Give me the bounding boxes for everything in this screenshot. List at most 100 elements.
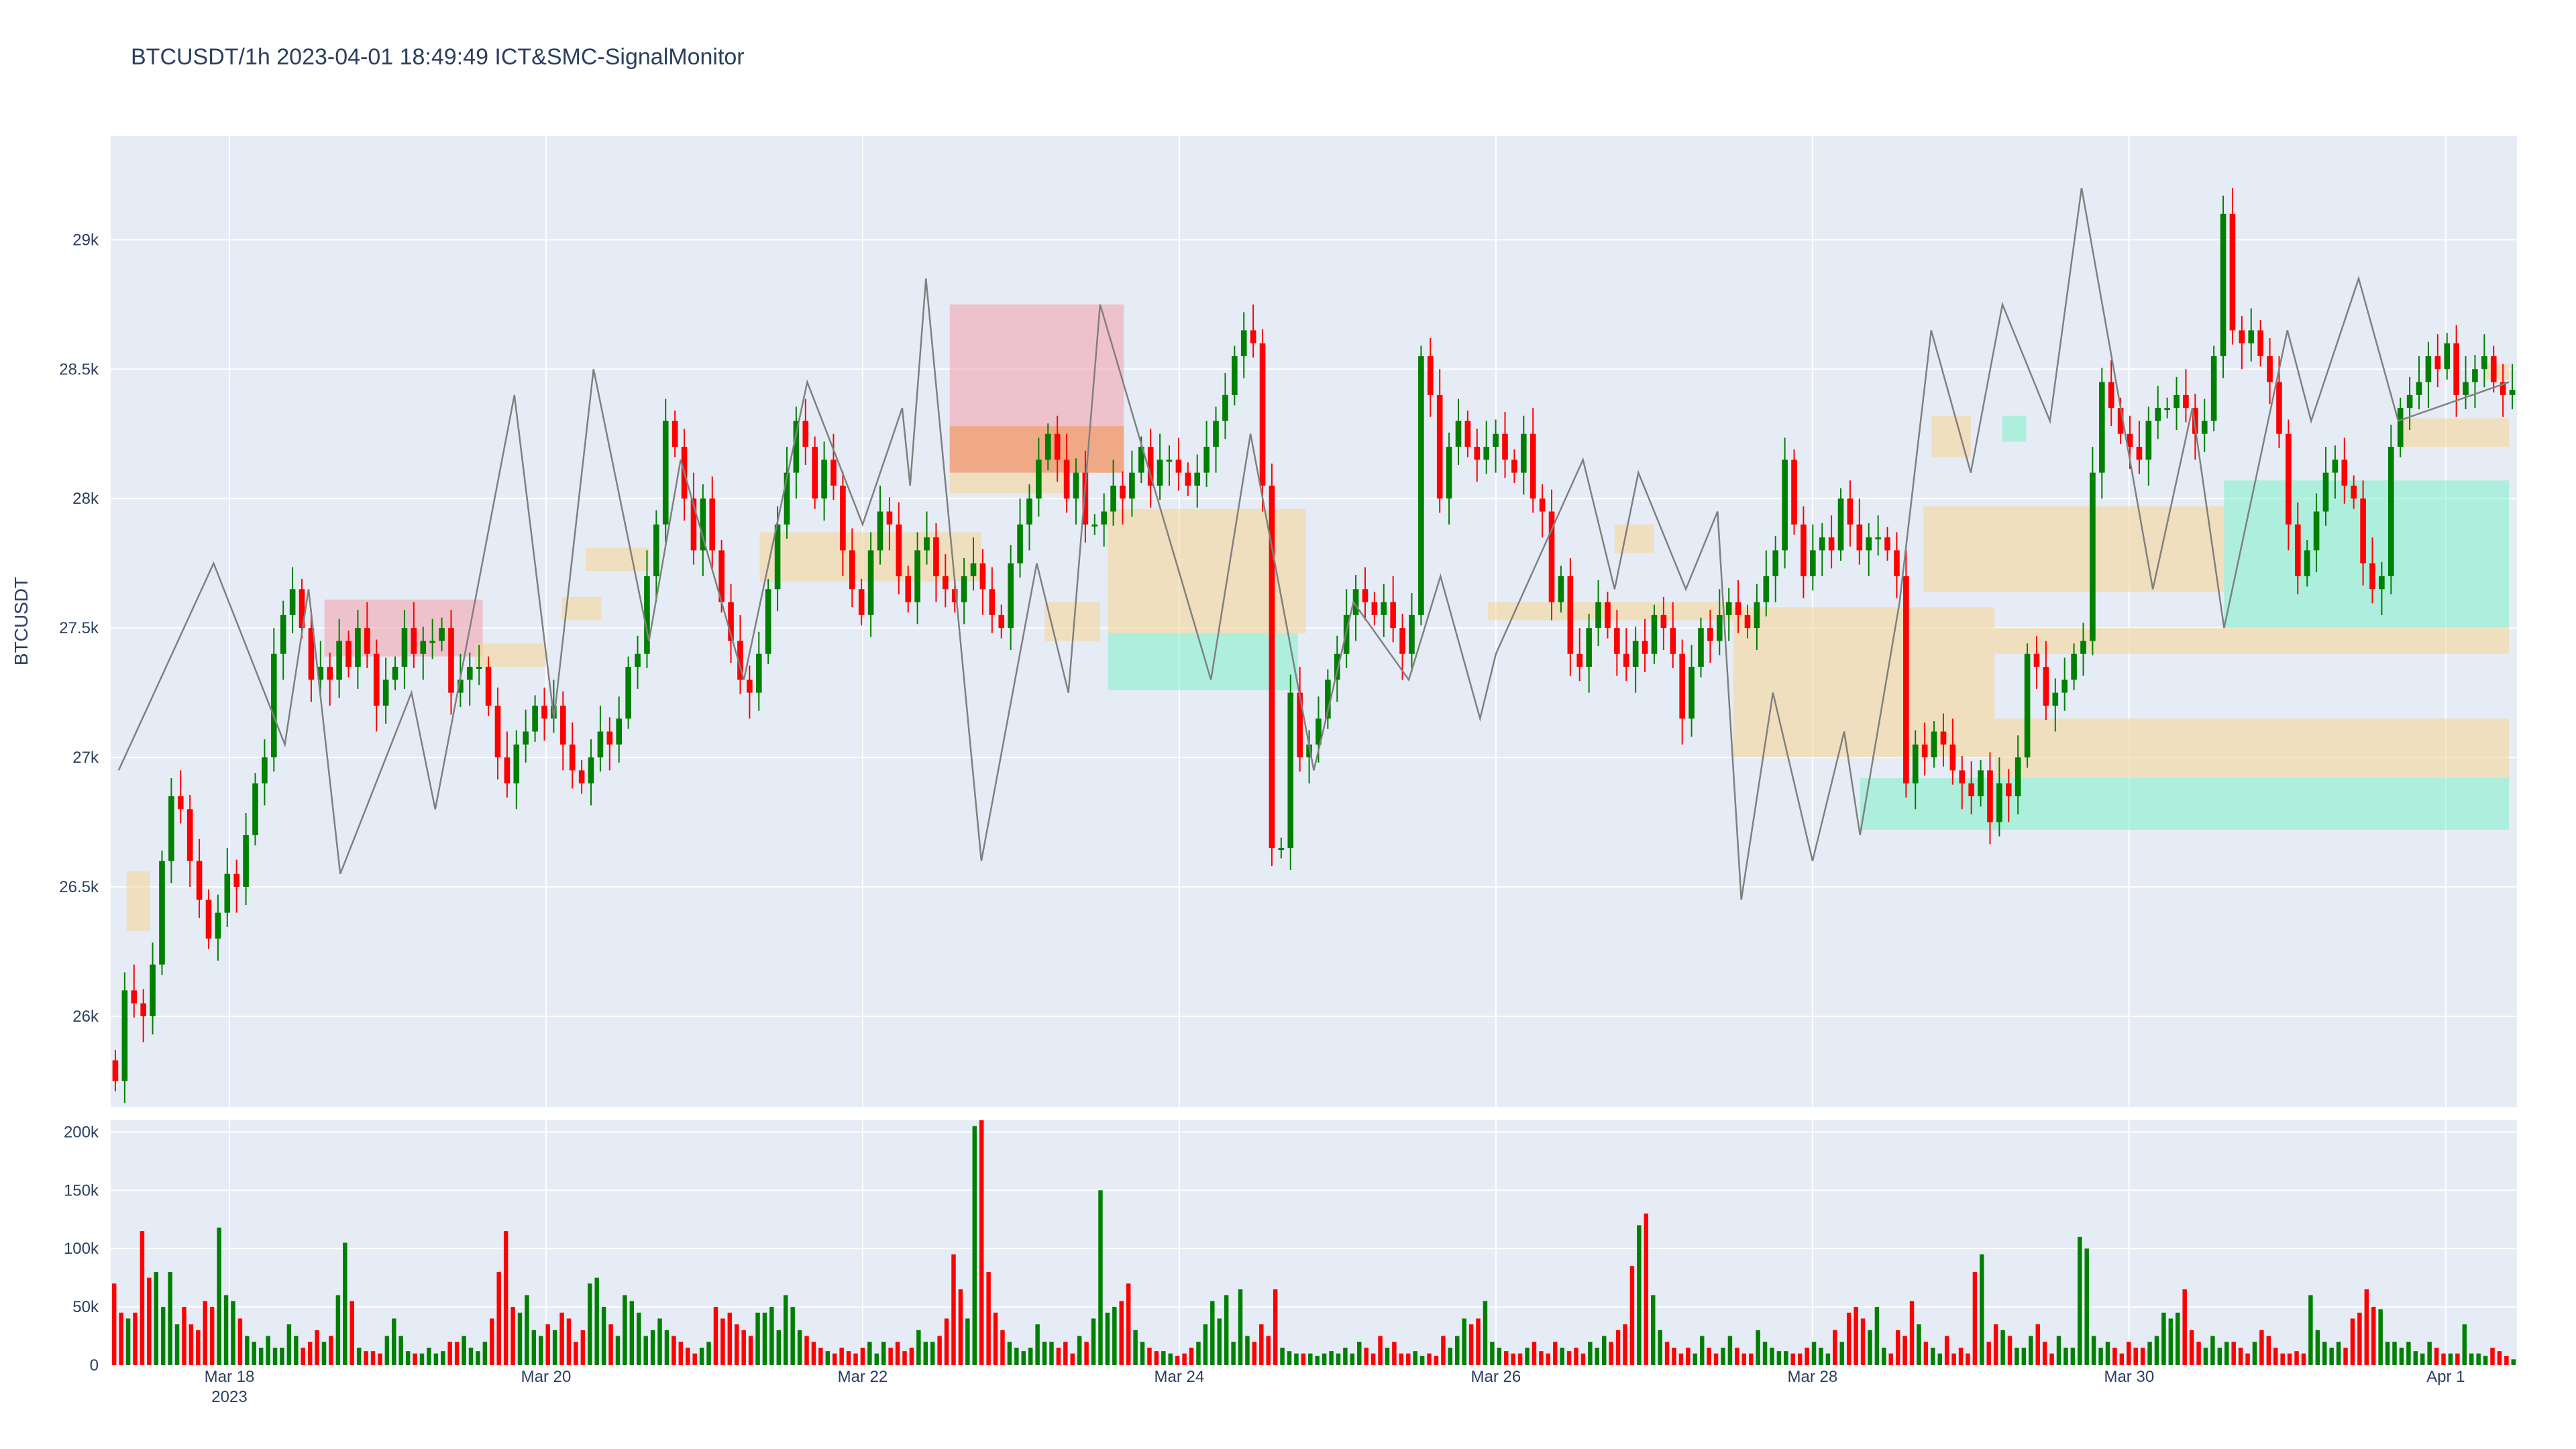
volume-bar <box>1077 1336 1082 1365</box>
volume-bar <box>2029 1336 2033 1365</box>
candle-body <box>1912 744 1919 784</box>
volume-bar <box>1175 1356 1180 1365</box>
volume-bar <box>1476 1318 1481 1365</box>
candle-body <box>1688 667 1695 719</box>
candle-body <box>1185 472 1191 486</box>
x-tick-label: Mar 20 <box>521 1368 572 1386</box>
volume-bar <box>2357 1312 2362 1365</box>
volume-bar <box>916 1330 921 1365</box>
candle-body <box>1446 447 1452 499</box>
candle-body <box>1008 563 1014 629</box>
candle-body <box>1502 433 1508 460</box>
volume-bar <box>237 1318 243 1365</box>
fvg-zone <box>126 871 150 931</box>
candle-body <box>2136 447 2143 460</box>
volume-bar <box>1699 1336 1705 1365</box>
candle-body <box>1567 576 1574 654</box>
candle-body <box>653 524 659 576</box>
volume-bar <box>1609 1342 1613 1365</box>
volume-bar <box>790 1307 795 1365</box>
volume-bar <box>2301 1353 2306 1365</box>
candle-body <box>1352 589 1359 615</box>
volume-bar <box>133 1312 138 1365</box>
candle-body <box>2463 382 2469 395</box>
volume-bar <box>2266 1336 2271 1365</box>
volume-bar <box>2455 1353 2460 1365</box>
volume-bar <box>1839 1342 1844 1365</box>
candle-body <box>1325 680 1331 719</box>
volume-bar <box>1860 1318 1866 1365</box>
candle-body <box>970 563 977 576</box>
volume-bar <box>111 1283 117 1365</box>
candle-body <box>1866 537 1872 551</box>
candle-body <box>2416 382 2422 395</box>
volume-bar <box>1517 1353 1523 1365</box>
volume-bar <box>2350 1318 2355 1365</box>
price-tick-label: 28k <box>72 490 99 508</box>
volume-bar <box>1532 1342 1537 1365</box>
volume-bar <box>1966 1353 1970 1365</box>
volume-tick-label: 50k <box>72 1298 99 1316</box>
volume-bar <box>2469 1353 2474 1365</box>
volume-bar <box>2161 1312 2166 1365</box>
volume-bar <box>1056 1347 1061 1365</box>
volume-bar <box>1504 1351 1509 1365</box>
volume-bar <box>280 1347 284 1365</box>
volume-bar <box>1182 1353 1187 1365</box>
volume-bar <box>699 1347 704 1365</box>
candle-body <box>606 731 613 745</box>
candle-body <box>159 861 165 965</box>
volume-bar <box>1301 1353 1306 1365</box>
volume-bar <box>2420 1353 2425 1365</box>
volume-bar <box>1574 1347 1578 1365</box>
volume-bar <box>979 1120 984 1365</box>
volume-bar <box>762 1312 767 1365</box>
volume-bar <box>1448 1347 1453 1365</box>
candle-body <box>373 653 380 706</box>
volume-bar <box>223 1295 229 1365</box>
volume-bar <box>217 1227 221 1365</box>
candle-body <box>1381 602 1387 615</box>
volume-bar <box>2462 1324 2467 1365</box>
candle-body <box>2164 408 2170 411</box>
volume-bar <box>350 1301 354 1365</box>
volume-bar <box>580 1330 586 1365</box>
volume-bar <box>125 1318 131 1365</box>
candle-body <box>1539 498 1546 512</box>
candle-body <box>2220 213 2226 356</box>
volume-tick-label: 150k <box>64 1181 99 1199</box>
volume-bar <box>370 1351 376 1365</box>
volume-bar <box>1909 1301 1915 1365</box>
volume-bar <box>1168 1353 1173 1365</box>
volume-bar <box>2021 1347 2027 1365</box>
volume-bar <box>1854 1307 1858 1365</box>
candle-body <box>2127 433 2133 447</box>
candle-body <box>1371 602 1378 615</box>
candle-body <box>1138 447 1144 473</box>
candle-body <box>270 653 277 758</box>
candle-body <box>1316 718 1322 745</box>
volume-bar <box>1902 1336 1907 1365</box>
volume-bar <box>1958 1347 1964 1365</box>
volume-bar <box>1455 1336 1460 1365</box>
candle-body <box>2472 369 2478 382</box>
volume-bar <box>1756 1330 1760 1365</box>
volume-bar <box>154 1271 159 1365</box>
volume-bar <box>1553 1342 1558 1365</box>
candle-body <box>411 628 417 654</box>
volume-bar <box>559 1312 564 1365</box>
candle-body <box>289 589 296 615</box>
volume-bar <box>1427 1353 1432 1365</box>
volume-bar <box>853 1353 858 1365</box>
volume-bar <box>2007 1336 2012 1365</box>
candle-body <box>1856 524 1863 551</box>
candle-body <box>1474 447 1481 460</box>
candle-body <box>513 744 520 784</box>
candle-body <box>1875 537 1881 540</box>
candle-body <box>1073 472 1079 499</box>
candle-body <box>905 576 912 602</box>
volume-bar <box>1112 1307 1117 1365</box>
candle-body <box>1278 848 1285 851</box>
volume-bar <box>2231 1342 2236 1365</box>
candle-body <box>1586 628 1592 667</box>
